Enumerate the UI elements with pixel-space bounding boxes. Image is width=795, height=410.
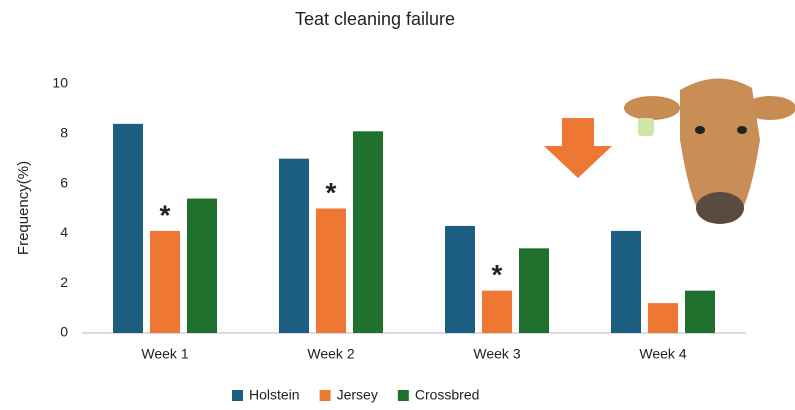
x-tick-label: Week 3 xyxy=(473,346,520,362)
x-tick-label: Week 4 xyxy=(639,346,686,362)
annotation: * xyxy=(160,199,171,230)
bar xyxy=(445,225,475,333)
bar xyxy=(150,230,180,333)
chart-title: Teat cleaning failure xyxy=(295,9,455,29)
x-tick-label: Week 1 xyxy=(141,346,188,362)
y-axis-label: Frequency(%) xyxy=(15,161,32,255)
x-tick-label: Week 2 xyxy=(307,346,354,362)
legend-label: Crossbred xyxy=(415,387,480,403)
y-tick-label: 6 xyxy=(60,174,68,190)
legend-label: Jersey xyxy=(337,387,378,403)
legend-swatch xyxy=(397,390,409,401)
y-tick-label: 8 xyxy=(60,125,68,141)
legend-swatch xyxy=(232,390,243,401)
bar xyxy=(611,230,641,333)
y-tick-label: 0 xyxy=(60,324,68,340)
cow-illustration xyxy=(624,78,795,224)
bar xyxy=(648,303,678,333)
bar xyxy=(353,131,383,333)
y-tick-label: 4 xyxy=(60,224,68,240)
arrow xyxy=(544,118,612,178)
y-tick-label: 10 xyxy=(52,75,68,91)
y-tick-label: 2 xyxy=(60,274,68,290)
annotation: * xyxy=(492,259,503,290)
legend-swatch xyxy=(319,390,331,401)
bar xyxy=(187,198,217,333)
bar xyxy=(113,123,143,333)
bar xyxy=(279,158,309,333)
legend-label: Holstein xyxy=(249,387,300,403)
bar xyxy=(519,248,549,333)
bar xyxy=(482,290,512,333)
bar xyxy=(685,290,715,333)
bar xyxy=(316,208,346,333)
annotation: * xyxy=(326,177,337,208)
